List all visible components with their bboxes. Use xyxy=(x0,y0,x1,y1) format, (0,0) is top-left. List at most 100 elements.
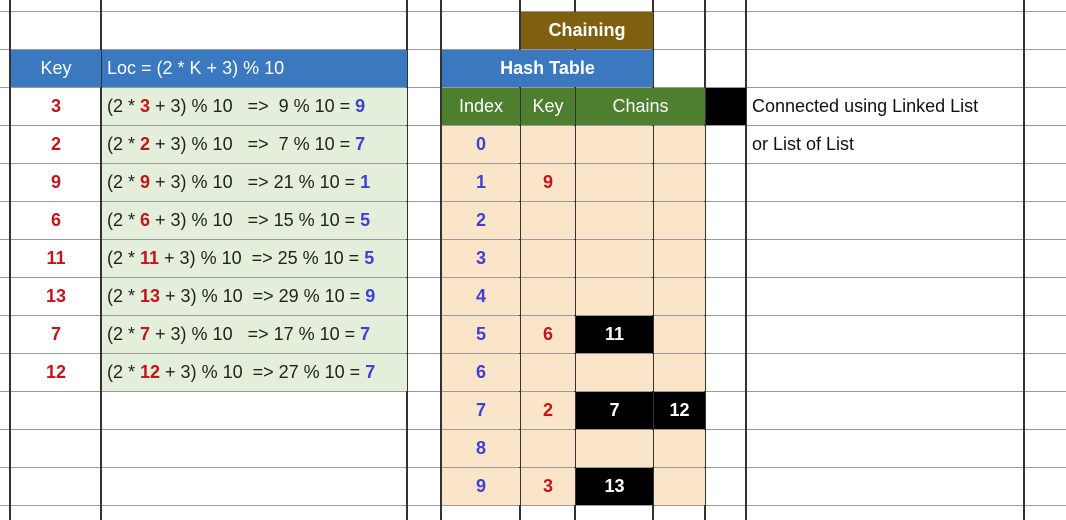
table-key-cell[interactable]: 6 xyxy=(521,316,575,353)
key-cell[interactable]: 9 xyxy=(50,172,61,192)
table-key-cell[interactable]: 9 xyxy=(521,164,575,201)
index-column-header[interactable]: Index xyxy=(442,88,520,125)
table-index-cell[interactable]: 6 xyxy=(442,354,520,391)
key-cell[interactable]: 2 xyxy=(50,134,61,154)
table-key-cell[interactable] xyxy=(521,430,575,467)
note-text: Connected using Linked List xyxy=(752,96,979,116)
formula-text: (2 * xyxy=(107,248,141,268)
chain-cell-2[interactable] xyxy=(654,430,705,467)
grid-column-line xyxy=(100,0,102,520)
grid-row-line xyxy=(0,315,1066,316)
formula-result: 9 xyxy=(355,96,366,116)
table-key-cell[interactable] xyxy=(521,278,575,315)
chain-cell-1[interactable] xyxy=(576,240,653,277)
chain-cell-2[interactable] xyxy=(654,202,705,239)
grid-row-line xyxy=(0,391,1066,392)
chain-cell-1[interactable]: 7 xyxy=(576,392,653,429)
table-index-cell[interactable]: 7 xyxy=(442,392,520,429)
table-index-cell[interactable]: 5 xyxy=(442,316,520,353)
formula-key: 3 xyxy=(140,96,151,116)
formula-cell[interactable]: (2 * 9 + 3) % 10 => 21 % 10 = 1 xyxy=(102,164,407,201)
formula-result: 7 xyxy=(355,134,366,154)
chain-cell-2[interactable] xyxy=(654,126,705,163)
chain-cell-2[interactable] xyxy=(654,278,705,315)
hash-table-header: Hash Table xyxy=(442,50,653,87)
chain-cell-1[interactable]: 13 xyxy=(576,468,653,505)
chain-cell-1[interactable] xyxy=(576,430,653,467)
chain-cell-2[interactable] xyxy=(654,240,705,277)
formula-text: + 3) % 10 => 9 % 10 = xyxy=(150,96,356,116)
chain-cell-1[interactable]: 11 xyxy=(576,316,653,353)
chain-cell-1[interactable] xyxy=(576,354,653,391)
formula-text: + 3) % 10 => 15 % 10 = xyxy=(150,210,361,230)
chaining-header: Chaining xyxy=(521,12,653,49)
formula-text: (2 * xyxy=(107,96,141,116)
chain-cell-1[interactable] xyxy=(576,126,653,163)
key-cell[interactable]: 11 xyxy=(46,248,66,268)
formula-cell[interactable]: (2 * 3 + 3) % 10 => 9 % 10 = 9 xyxy=(102,88,407,125)
grid-row-line xyxy=(0,239,1066,240)
grid-column-line xyxy=(1023,0,1025,520)
formula-text: + 3) % 10 => 29 % 10 = xyxy=(160,286,366,306)
key-cell[interactable]: 6 xyxy=(50,210,61,230)
chain-cell-2[interactable] xyxy=(654,164,705,201)
grid-column-line xyxy=(745,0,747,520)
chain-cell-2[interactable] xyxy=(654,354,705,391)
formula-text: + 3) % 10 => 21 % 10 = xyxy=(150,172,361,192)
chain-cell-2[interactable] xyxy=(654,468,705,505)
grid-column-line xyxy=(652,0,654,520)
grid-column-line xyxy=(574,0,576,520)
note-text: or List of List xyxy=(752,134,855,154)
key-column-header-2[interactable]: Key xyxy=(521,88,575,125)
key-cell[interactable]: 12 xyxy=(45,362,67,382)
table-key-cell[interactable]: 2 xyxy=(521,392,575,429)
grid-column-line xyxy=(440,0,442,520)
formula-cell[interactable]: (2 * 7 + 3) % 10 => 17 % 10 = 7 xyxy=(102,316,407,353)
chain-cell-1[interactable] xyxy=(576,164,653,201)
formula-key: 6 xyxy=(140,210,151,230)
formula-key: 13 xyxy=(140,286,161,306)
formula-cell[interactable]: (2 * 12 + 3) % 10 => 27 % 10 = 7 xyxy=(102,354,407,391)
grid-row-line xyxy=(0,49,1066,50)
grid-column-line xyxy=(519,0,521,520)
table-key-cell[interactable] xyxy=(521,126,575,163)
chain-cell-2[interactable]: 12 xyxy=(654,392,705,429)
table-index-cell[interactable]: 4 xyxy=(442,278,520,315)
loc-column-header[interactable]: Loc = (2 * K + 3) % 10 xyxy=(102,50,407,87)
table-key-cell[interactable] xyxy=(521,354,575,391)
formula-text: + 3) % 10 => 17 % 10 = xyxy=(150,324,361,344)
formula-text: (2 * xyxy=(107,324,141,344)
formula-cell[interactable]: (2 * 6 + 3) % 10 => 15 % 10 = 5 xyxy=(102,202,407,239)
table-index-cell[interactable]: 1 xyxy=(442,164,520,201)
key-cell[interactable]: 3 xyxy=(50,96,61,116)
key-column-header[interactable]: Key xyxy=(11,50,101,87)
grid-row-line xyxy=(0,201,1066,202)
table-index-cell[interactable]: 9 xyxy=(442,468,520,505)
formula-key: 12 xyxy=(140,362,161,382)
key-cell[interactable]: 7 xyxy=(50,324,61,344)
formula-cell[interactable]: (2 * 13 + 3) % 10 => 29 % 10 = 9 xyxy=(102,278,407,315)
formula-key: 7 xyxy=(140,324,151,344)
grid-row-line xyxy=(0,505,1066,506)
chain-cell-1[interactable] xyxy=(576,278,653,315)
formula-text: (2 * xyxy=(107,210,141,230)
formula-cell[interactable]: (2 * 2 + 3) % 10 => 7 % 10 = 7 xyxy=(102,126,407,163)
table-index-cell[interactable]: 0 xyxy=(442,126,520,163)
grid-row-line xyxy=(0,163,1066,164)
formula-cell[interactable]: (2 * 11 + 3) % 10 => 25 % 10 = 5 xyxy=(102,240,407,277)
table-index-cell[interactable]: 8 xyxy=(442,430,520,467)
grid-column-line xyxy=(704,0,706,520)
table-index-cell[interactable]: 3 xyxy=(442,240,520,277)
table-key-cell[interactable] xyxy=(521,202,575,239)
table-key-cell[interactable]: 3 xyxy=(521,468,575,505)
chain-cell-2[interactable] xyxy=(654,316,705,353)
table-index-cell[interactable]: 2 xyxy=(442,202,520,239)
grid-row-line xyxy=(0,11,1066,12)
formula-result: 1 xyxy=(360,172,371,192)
chain-cell-1[interactable] xyxy=(576,202,653,239)
table-key-cell[interactable] xyxy=(521,240,575,277)
formula-result: 7 xyxy=(365,362,376,382)
key-cell[interactable]: 13 xyxy=(45,286,67,306)
grid-row-line xyxy=(0,429,1066,430)
chains-column-header[interactable]: Chains xyxy=(576,88,705,125)
